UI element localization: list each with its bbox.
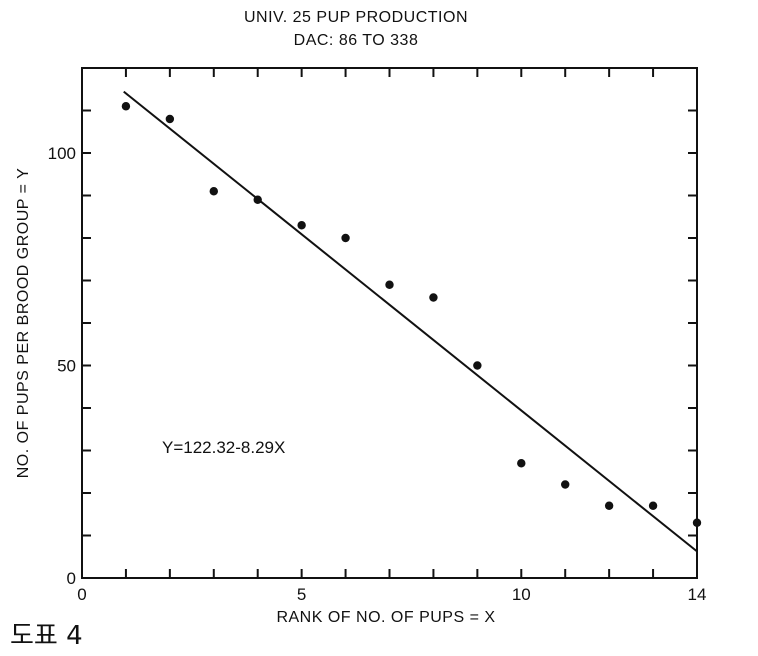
x-tick-label: 10 — [512, 585, 531, 604]
data-points — [121, 102, 702, 527]
data-point — [604, 501, 614, 510]
data-point — [692, 518, 702, 527]
data-point — [429, 293, 438, 302]
data-point — [517, 459, 526, 468]
data-point — [561, 480, 570, 489]
y-tick-label: 0 — [67, 569, 76, 588]
x-axis-label: RANK OF NO. OF PUPS = X — [276, 609, 495, 626]
data-point — [473, 361, 482, 370]
plot-frame — [81, 67, 698, 579]
x-tick-label: 14 — [688, 585, 707, 604]
axis-ticks — [82, 68, 697, 578]
y-tick-label: 100 — [48, 144, 76, 163]
data-point — [341, 233, 350, 243]
x-tick-label: 5 — [297, 585, 306, 604]
x-tick-label: 0 — [77, 585, 86, 604]
data-point — [297, 221, 306, 230]
figure-caption: 도표 4 — [10, 621, 83, 651]
data-point — [648, 501, 658, 510]
regression-line — [123, 90, 698, 553]
tick-labels: 0 5 10 14 0 50 100 — [48, 144, 707, 604]
data-point — [121, 102, 131, 111]
chart-subtitle: DAC: 86 TO 338 — [294, 32, 419, 49]
chart-title: UNIV. 25 PUP PRODUCTION — [244, 9, 468, 26]
data-point — [385, 280, 394, 289]
y-tick-label: 50 — [57, 357, 76, 376]
equation-annotation: Y=122.32-8.29X — [162, 438, 285, 457]
y-axis-label: NO. OF PUPS PER BROOD GROUP = Y — [15, 168, 32, 479]
data-point — [253, 195, 262, 204]
data-point — [209, 187, 218, 196]
data-point — [165, 114, 175, 124]
